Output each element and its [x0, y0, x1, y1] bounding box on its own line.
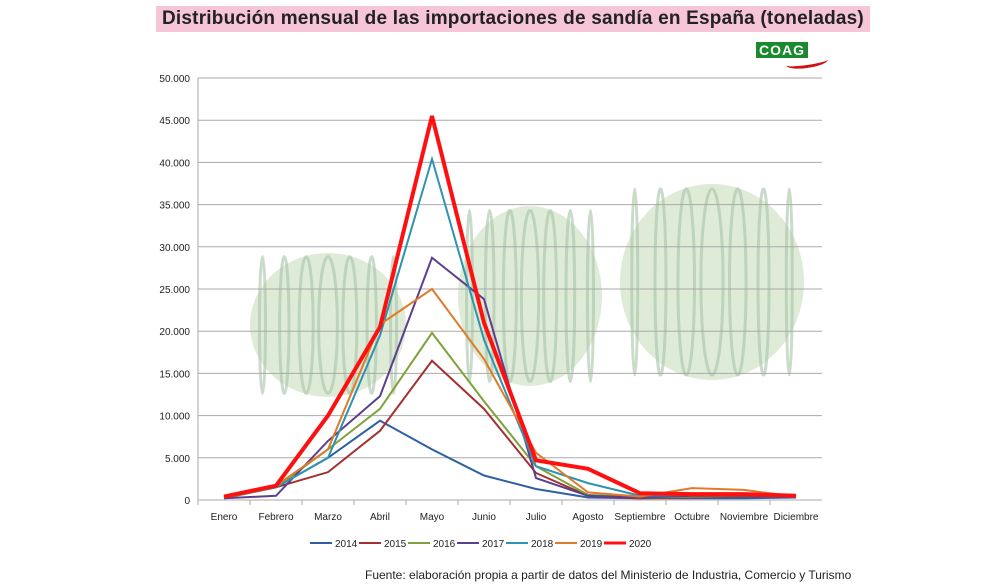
y-tick-label: 5.000 [165, 454, 190, 465]
watermelon-stripe [727, 187, 748, 377]
y-tick-label: 40.000 [159, 158, 190, 169]
y-tick-label: 10.000 [159, 412, 190, 423]
watermelon-stripe [630, 187, 640, 377]
watermelon-stripe [756, 187, 771, 377]
watermelon-stripe [699, 187, 725, 377]
x-tick-label: Noviembre [720, 512, 769, 523]
watermelon-stripe [564, 209, 577, 383]
x-tick-label: Septiembre [614, 512, 666, 523]
legend-label-2020: 2020 [629, 539, 652, 550]
series-line-2019 [223, 287, 797, 499]
source-note: Fuente: elaboración propia a partir de d… [365, 568, 852, 582]
x-tick-label: Octubre [674, 512, 710, 523]
legend-label-2016: 2016 [433, 539, 456, 550]
watermelon-stripe [297, 255, 315, 395]
series-line-2020 [223, 115, 797, 499]
watermelon-stripe [542, 209, 559, 383]
legend-label-2017: 2017 [482, 539, 505, 550]
watermelon-stripe [341, 255, 359, 395]
x-tick-label: Diciembre [773, 512, 818, 523]
watermelon-stripe [653, 187, 668, 377]
x-tick-label: Julio [526, 512, 547, 523]
watermelon-stripe [585, 209, 595, 383]
legend-label-2014: 2014 [335, 539, 358, 550]
watermelon-stripe [483, 209, 496, 383]
watermelon-stripe [278, 255, 291, 395]
watermelon-stripe [257, 255, 267, 395]
y-tick-label: 0 [184, 496, 190, 507]
watermelon-stripe [317, 255, 339, 395]
chart-title: Distribución mensual de las importacione… [156, 6, 870, 32]
x-tick-label: Agosto [572, 512, 604, 523]
watermelon-stripe [784, 187, 794, 377]
watermelon-stripe [365, 255, 378, 395]
watermelon-image [620, 184, 804, 380]
y-tick-label: 20.000 [159, 327, 190, 338]
x-tick-label: Marzo [314, 512, 342, 523]
y-tick-label: 45.000 [159, 116, 190, 127]
legend-label-2018: 2018 [531, 539, 554, 550]
x-tick-label: Enero [211, 512, 238, 523]
x-tick-label: Abril [370, 512, 390, 523]
y-tick-label: 35.000 [159, 201, 190, 212]
watermelon-stripe [501, 209, 518, 383]
legend-label-2015: 2015 [384, 539, 407, 550]
watermelon-stripe [389, 255, 399, 395]
x-tick-label: Junio [472, 512, 496, 523]
x-tick-label: Mayo [420, 512, 445, 523]
watermelon-stripe [676, 187, 697, 377]
y-tick-label: 30.000 [159, 243, 190, 254]
y-tick-label: 15.000 [159, 369, 190, 380]
legend-label-2019: 2019 [580, 539, 603, 550]
y-tick-label: 50.000 [159, 74, 190, 85]
x-tick-label: Febrero [258, 512, 293, 523]
coag-logo: COAG [756, 42, 829, 71]
y-tick-label: 25.000 [159, 285, 190, 296]
watermelon-stripe [519, 209, 541, 383]
